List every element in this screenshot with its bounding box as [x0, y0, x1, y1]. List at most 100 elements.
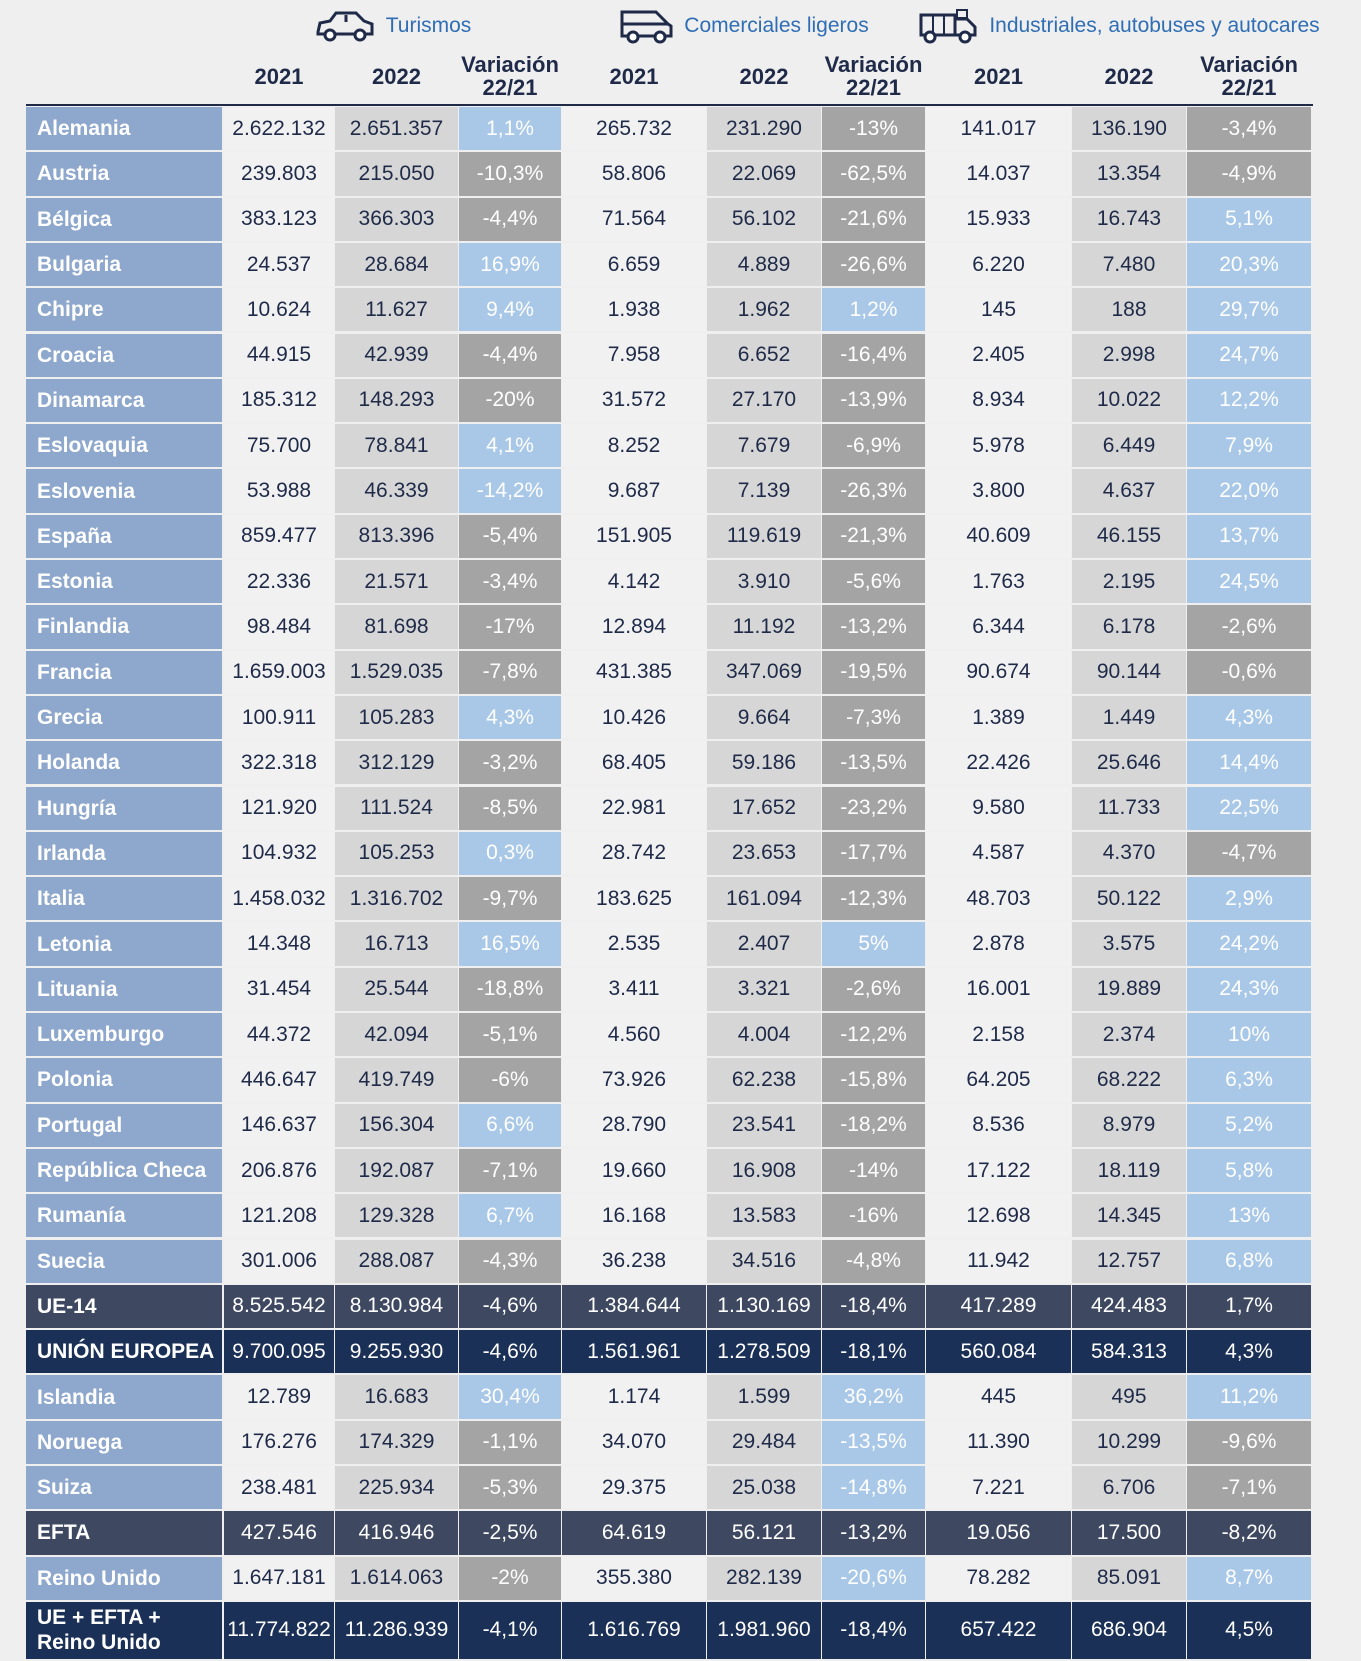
value-cell: 42.094	[335, 1013, 458, 1057]
value-cell: 46.155	[1072, 514, 1186, 558]
variation-cell: -17,7%	[822, 831, 925, 876]
variation-cell: -6%	[459, 1058, 561, 1102]
value-cell: 78.841	[335, 424, 458, 468]
variation-cell: 5,1%	[1187, 197, 1311, 241]
variation-cell: -13,5%	[822, 741, 925, 785]
value-cell: 1.981.960	[707, 1601, 821, 1659]
value-cell: 1.449	[1072, 695, 1186, 740]
value-cell: 7.221	[926, 1466, 1071, 1510]
variation-cell: -19,5%	[822, 650, 925, 694]
row-label: Suecia	[26, 1239, 222, 1283]
value-cell: 14.345	[1072, 1194, 1186, 1238]
value-cell: 42.939	[335, 333, 458, 377]
value-cell: 7.480	[1072, 242, 1186, 287]
value-cell: 185.312	[224, 378, 334, 423]
value-cell: 239.803	[224, 152, 334, 196]
row-label: Eslovaquia	[26, 424, 222, 468]
variation-cell: 1,1%	[459, 107, 561, 151]
variation-cell: 16,9%	[459, 242, 561, 287]
value-cell: 1.130.169	[707, 1284, 821, 1329]
variation-cell: 5,2%	[1187, 1103, 1311, 1147]
value-cell: 141.017	[926, 107, 1071, 151]
variation-cell: -12,3%	[822, 877, 925, 921]
row-label: Italia	[26, 877, 222, 921]
column-header: 2022	[739, 63, 789, 89]
value-cell: 4.560	[562, 1013, 706, 1057]
value-cell: 4.142	[562, 560, 706, 604]
value-cell: 3.800	[926, 469, 1071, 513]
variation-cell: -4,4%	[459, 333, 561, 377]
variation-cell: -5,4%	[459, 514, 561, 558]
row-label: Hungría	[26, 786, 222, 830]
column-header: Variación 22/21	[1200, 52, 1298, 100]
value-cell: 6.659	[562, 242, 706, 287]
value-cell: 8.252	[562, 424, 706, 468]
value-cell: 64.619	[562, 1511, 706, 1555]
value-cell: 12.698	[926, 1194, 1071, 1238]
value-cell: 11.774.822	[224, 1601, 334, 1659]
value-cell: 2.158	[926, 1013, 1071, 1057]
value-cell: 62.238	[707, 1058, 821, 1102]
variation-cell: -7,1%	[459, 1148, 561, 1193]
value-cell: 161.094	[707, 877, 821, 921]
header-rule	[26, 104, 1313, 106]
variation-cell: 24,7%	[1187, 333, 1311, 377]
value-cell: 17.122	[926, 1148, 1071, 1193]
value-cell: 322.318	[224, 741, 334, 785]
car-icon	[316, 11, 374, 42]
variation-cell: -4,9%	[1187, 152, 1311, 196]
value-cell: 11.733	[1072, 786, 1186, 830]
variation-cell: -5,3%	[459, 1466, 561, 1510]
value-cell: 7.958	[562, 333, 706, 377]
variation-cell: 6,7%	[459, 1194, 561, 1238]
value-cell: 28.742	[562, 831, 706, 876]
variation-cell: -4,4%	[459, 197, 561, 241]
variation-cell: -18,2%	[822, 1103, 925, 1147]
variation-cell: -13,5%	[822, 1420, 925, 1464]
column-header: 2021	[254, 63, 304, 89]
value-cell: 119.619	[707, 514, 821, 558]
variation-cell: 29,7%	[1187, 288, 1311, 332]
value-cell: 2.622.132	[224, 107, 334, 151]
value-cell: 5.978	[926, 424, 1071, 468]
value-cell: 22.981	[562, 786, 706, 830]
row-label: Polonia	[26, 1058, 222, 1102]
value-cell: 813.396	[335, 514, 458, 558]
value-cell: 4.370	[1072, 831, 1186, 876]
value-cell: 21.571	[335, 560, 458, 604]
value-cell: 22.069	[707, 152, 821, 196]
variation-cell: 4,5%	[1187, 1601, 1311, 1659]
value-cell: 11.942	[926, 1239, 1071, 1283]
variation-cell: -9,6%	[1187, 1420, 1311, 1464]
variation-cell: 7,9%	[1187, 424, 1311, 468]
value-cell: 13.354	[1072, 152, 1186, 196]
value-cell: 2.535	[562, 922, 706, 966]
value-cell: 12.789	[224, 1375, 334, 1419]
value-cell: 7.679	[707, 424, 821, 468]
value-cell: 16.908	[707, 1148, 821, 1193]
variation-cell: -2%	[459, 1556, 561, 1600]
value-cell: 188	[1072, 288, 1186, 332]
value-cell: 3.575	[1072, 922, 1186, 966]
variation-cell: -4,6%	[459, 1330, 561, 1374]
variation-cell: 13%	[1187, 1194, 1311, 1238]
value-cell: 146.637	[224, 1103, 334, 1147]
row-label: Luxemburgo	[26, 1013, 222, 1057]
variation-cell: 5%	[822, 922, 925, 966]
value-cell: 10.022	[1072, 378, 1186, 423]
variation-cell: -12,2%	[822, 1013, 925, 1057]
value-cell: 11.192	[707, 605, 821, 649]
variation-cell: -2,6%	[822, 967, 925, 1011]
variation-cell: 36,2%	[822, 1375, 925, 1419]
row-label: España	[26, 514, 222, 558]
value-cell: 11.390	[926, 1420, 1071, 1464]
value-cell: 29.375	[562, 1466, 706, 1510]
variation-cell: -4,7%	[1187, 831, 1311, 876]
variation-cell: 4,3%	[459, 695, 561, 740]
value-cell: 215.050	[335, 152, 458, 196]
value-cell: 288.087	[335, 1239, 458, 1283]
value-cell: 44.915	[224, 333, 334, 377]
variation-cell: -13,2%	[822, 605, 925, 649]
value-cell: 31.454	[224, 967, 334, 1011]
